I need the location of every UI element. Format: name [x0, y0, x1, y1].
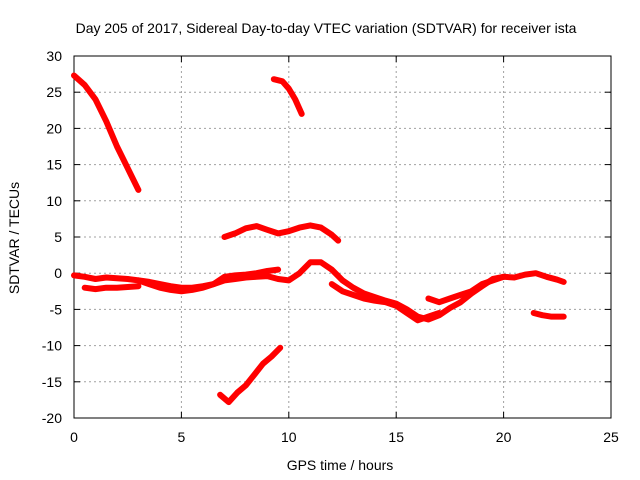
- chart-title: Day 205 of 2017, Sidereal Day-to-day VTE…: [76, 20, 577, 36]
- y-tick-label: -5: [50, 301, 63, 317]
- series-line-10: [217, 344, 284, 406]
- x-tick-label: 25: [603, 429, 619, 445]
- tick-labels: 0 5 10 15 20 25 -20 -15 -10 -5 0 5 10 15 20 25 30: [42, 48, 619, 445]
- x-tick-label: 0: [70, 429, 78, 445]
- y-tick-label: 25: [46, 84, 62, 100]
- grid: [74, 56, 611, 418]
- y-tick-label: 5: [54, 229, 62, 245]
- x-tick-label: 10: [281, 429, 297, 445]
- series-line-8: [425, 273, 507, 306]
- series-line-7: [328, 281, 443, 324]
- series-line-2: [270, 76, 305, 117]
- x-tick-label: 15: [388, 429, 404, 445]
- series-line-5: [81, 283, 142, 293]
- x-tick-label: 5: [178, 429, 186, 445]
- series-line-9: [530, 310, 567, 320]
- y-tick-label: 15: [46, 157, 62, 173]
- y-axis-label: SDTVAR / TECUs: [6, 182, 22, 294]
- x-tick-label: 20: [496, 429, 512, 445]
- y-tick-label: 10: [46, 193, 62, 209]
- y-tick-label: 0: [54, 265, 62, 281]
- y-tick-label: 20: [46, 120, 62, 136]
- y-tick-label: -15: [42, 374, 62, 390]
- axis-ticks: [73, 55, 612, 419]
- series-layer: [71, 72, 567, 406]
- y-tick-label: -20: [42, 410, 62, 426]
- x-axis-label: GPS time / hours: [287, 457, 394, 473]
- series-line-1: [71, 72, 142, 193]
- y-tick-label: -10: [42, 338, 62, 354]
- series-line-3: [221, 222, 342, 244]
- y-tick-label: 30: [46, 48, 62, 64]
